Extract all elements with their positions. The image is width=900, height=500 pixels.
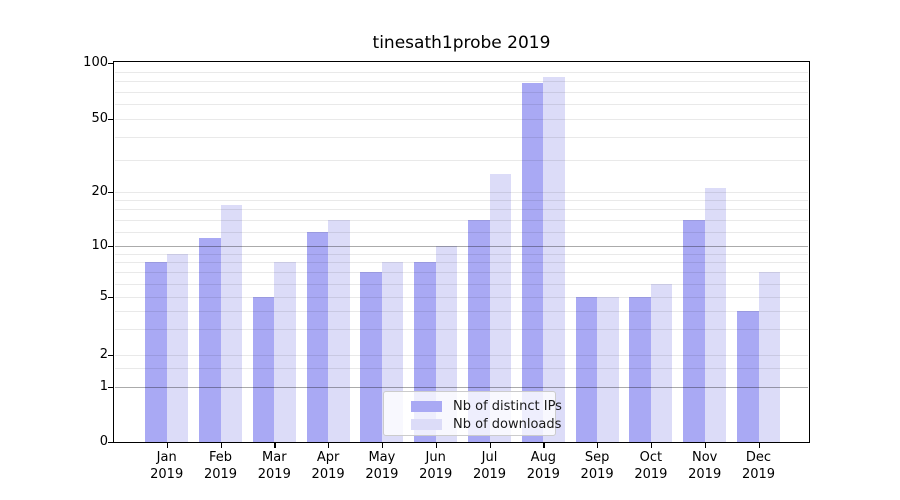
bar-downloads-aug [543, 77, 565, 442]
legend-item-downloads: Nb of downloads [384, 415, 561, 433]
x-tick-label-sep: Sep 2019 [580, 450, 614, 482]
x-tick-label-may: May 2019 [365, 450, 399, 482]
y-tick-label: 10 [91, 237, 108, 253]
bar-distinct-ips-sep [575, 297, 598, 442]
minor-gridline [115, 283, 808, 285]
y-tick-mark [108, 442, 113, 444]
minor-gridline [115, 253, 808, 255]
minor-gridline [115, 81, 808, 82]
minor-gridline [115, 231, 808, 233]
x-tick-label-dec: Dec 2019 [741, 450, 776, 482]
y-tick-mark [108, 192, 113, 194]
x-tick-mark [597, 443, 599, 448]
x-tick-label-feb: Feb 2019 [203, 450, 238, 482]
bar-distinct-ips-oct [629, 297, 651, 442]
x-tick-label-aug: Aug 2019 [526, 450, 560, 482]
x-tick-mark [758, 443, 760, 448]
minor-gridline [115, 329, 808, 331]
minor-gridline [115, 104, 808, 106]
bar-distinct-ips-apr [306, 231, 329, 442]
y-tick-mark [108, 386, 113, 389]
bar-downloads-mar [274, 262, 296, 442]
bar-downloads-jul [489, 174, 511, 442]
major-gridline [115, 245, 808, 247]
bar-downloads-jan [166, 253, 189, 442]
major-gridline [115, 355, 808, 356]
x-tick-mark [704, 443, 707, 448]
y-tick-label: 0 [99, 434, 108, 449]
bar-downloads-oct [650, 283, 673, 442]
legend-label-downloads: Nb of downloads [453, 416, 562, 432]
y-tick-mark [108, 63, 113, 65]
minor-gridline [115, 368, 808, 370]
minor-gridline [115, 209, 808, 211]
y-tick-label: 20 [91, 184, 108, 199]
x-tick-label-jul: Jul 2019 [472, 450, 507, 482]
legend-swatch-downloads [411, 418, 442, 430]
y-tick-label: 2 [99, 347, 108, 362]
x-tick-label-apr: Apr 2019 [311, 450, 345, 482]
minor-gridline [115, 219, 808, 221]
minor-gridline [115, 91, 808, 93]
y-tick-mark [108, 245, 113, 248]
x-tick-label-nov: Nov 2019 [688, 450, 722, 482]
major-gridline [115, 297, 808, 298]
x-tick-mark [435, 443, 438, 448]
legend-label-distinct-ips: Nb of distinct IPs [453, 398, 562, 414]
bar-distinct-ips-nov [683, 219, 705, 442]
major-gridline [115, 192, 808, 193]
minor-gridline [115, 159, 808, 161]
bar-distinct-ips-jan [145, 262, 167, 442]
bar-distinct-ips-aug [521, 83, 544, 442]
x-tick-mark [381, 443, 384, 448]
bar-downloads-dec [758, 272, 780, 442]
bar-distinct-ips-feb [199, 238, 221, 442]
x-tick-label-jan: Jan 2019 [150, 450, 184, 482]
legend-item-distinct-ips: Nb of distinct IPs [384, 397, 562, 415]
x-tick-mark [543, 443, 545, 448]
x-tick-mark [274, 443, 276, 448]
x-tick-label-oct: Oct 2019 [634, 450, 668, 482]
bar-downloads-feb [220, 204, 242, 442]
major-gridline [115, 386, 808, 388]
x-tick-mark [220, 443, 222, 448]
bar-distinct-ips-mar [252, 297, 275, 442]
x-tick-mark [166, 443, 169, 448]
y-tick-mark [108, 355, 113, 357]
y-tick-label: 50 [91, 111, 108, 126]
legend-swatch-distinct-ips [411, 400, 442, 412]
minor-gridline [115, 272, 808, 274]
minor-gridline [115, 311, 808, 313]
minor-gridline [115, 71, 808, 73]
chart-title: tinesath1probe 2019 [372, 33, 551, 53]
y-tick-mark [108, 119, 113, 121]
x-tick-mark [328, 443, 330, 448]
x-tick-mark [650, 443, 653, 448]
bar-downloads-nov [704, 188, 727, 442]
bar-distinct-ips-may [360, 272, 382, 442]
bar-downloads-sep [597, 297, 619, 442]
x-tick-label-jun: Jun 2019 [419, 450, 453, 482]
bar-distinct-ips-dec [737, 311, 759, 442]
minor-gridline [115, 136, 808, 138]
major-gridline [115, 119, 808, 120]
minor-gridline [115, 262, 808, 264]
bar-distinct-ips-jul [468, 219, 490, 442]
minor-gridline [115, 200, 808, 202]
y-tick-mark [108, 297, 113, 299]
bar-downloads-apr [328, 219, 350, 442]
x-tick-label-mar: Mar 2019 [257, 450, 291, 482]
y-tick-label: 1 [99, 378, 108, 394]
y-tick-label: 5 [99, 289, 108, 304]
y-tick-label: 100 [83, 55, 108, 70]
legend-box: Nb of distinct IPs Nb of downloads [383, 391, 562, 436]
x-tick-mark [489, 443, 491, 448]
